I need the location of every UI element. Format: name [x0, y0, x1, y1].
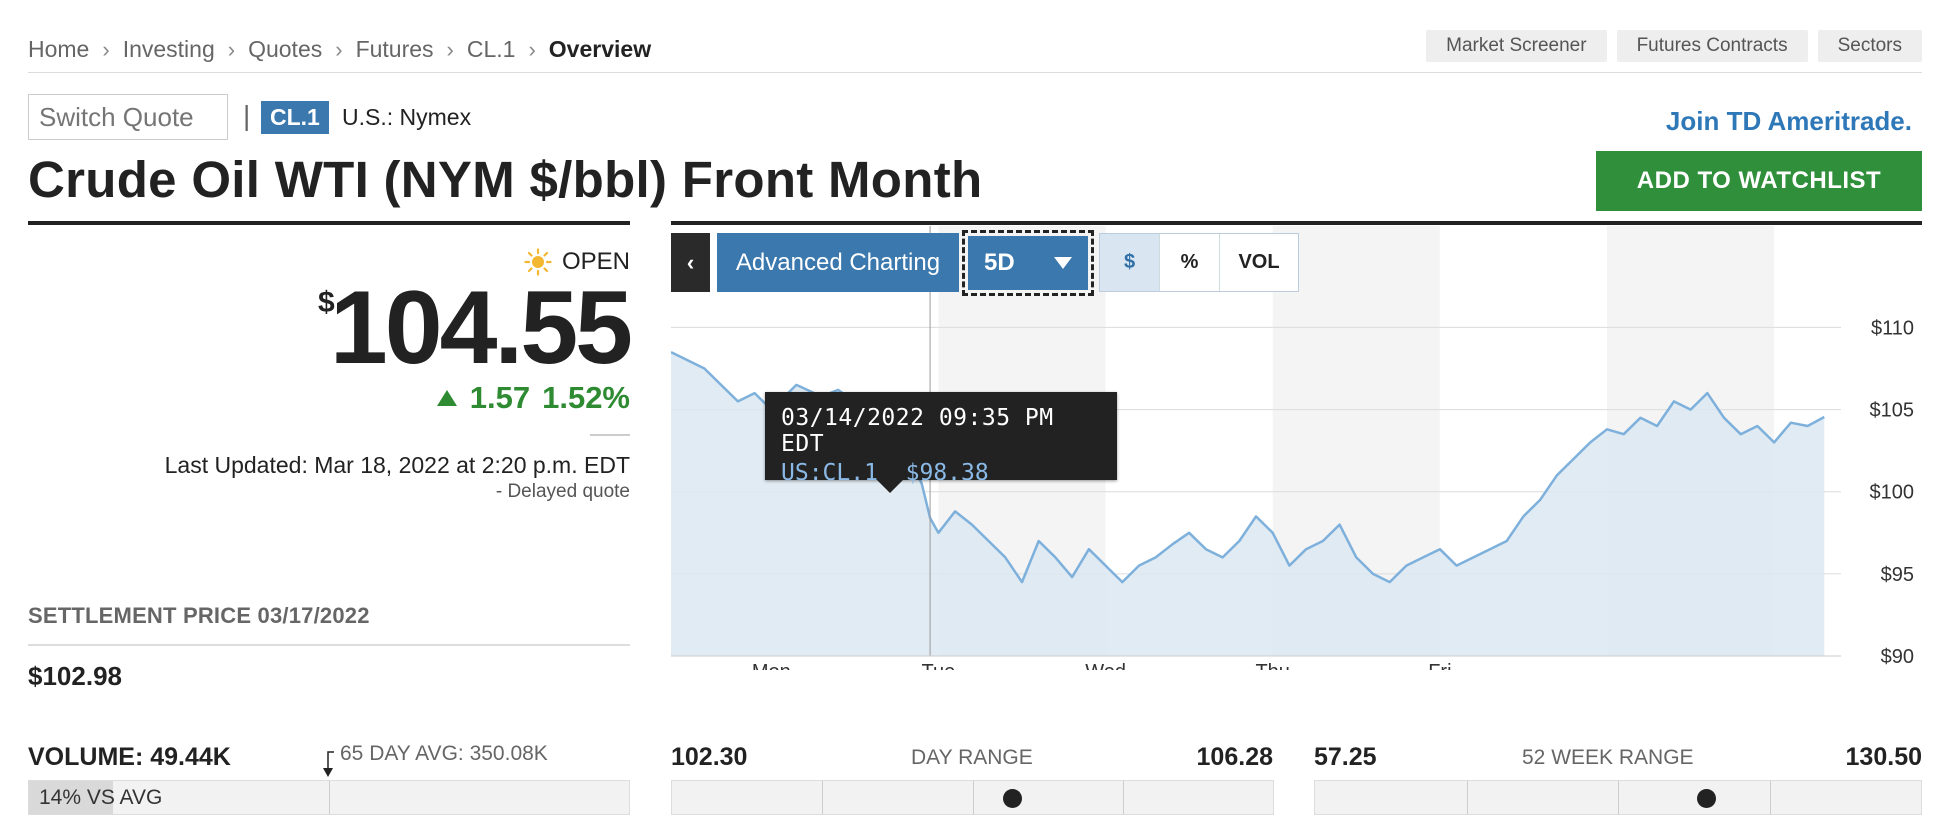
price-change: 1.57 1.52%: [436, 380, 630, 416]
last-updated: Last Updated: Mar 18, 2022 at 2:20 p.m. …: [164, 452, 630, 478]
week52-range-low: 57.25: [1314, 743, 1377, 771]
futures-contracts-link[interactable]: Futures Contracts: [1616, 30, 1808, 62]
chart-back-button[interactable]: ‹: [671, 233, 710, 292]
chevron-right-icon: ›: [335, 36, 343, 62]
tooltip-value: $98.38: [905, 460, 989, 486]
breadcrumb-investing[interactable]: Investing: [122, 36, 215, 62]
page-title: Crude Oil WTI (NYM $/bbl) Front Month: [28, 151, 983, 208]
x-tick-label: Wed: [1085, 661, 1126, 670]
series-area: [671, 352, 1825, 656]
day-range-marker: [1002, 789, 1022, 808]
time-range-select[interactable]: 5D: [962, 230, 1094, 296]
breadcrumb: Home › Investing › Quotes › Futures › CL…: [28, 36, 651, 63]
chart-tooltip: 03/14/2022 09:35 PM EDT US:CL.1 $98.38: [765, 392, 1117, 493]
series-line: [671, 350, 1825, 584]
day-range-high: 106.28: [1196, 743, 1273, 771]
x-tick-label: Mon: [752, 661, 791, 670]
chevron-right-icon: ›: [102, 36, 110, 62]
market-screener-link[interactable]: Market Screener: [1426, 30, 1607, 62]
week52-range-tick: [1618, 781, 1619, 814]
exchange-label: U.S.: Nymex: [342, 104, 472, 130]
day-range-low: 102.30: [671, 743, 748, 771]
week52-range-bar: [1314, 780, 1922, 815]
time-range-value: 5D: [984, 249, 1015, 276]
symbol-badge: CL.1: [261, 101, 329, 134]
td-ameritrade-promo-link[interactable]: Join TD Ameritrade.: [1665, 106, 1912, 136]
breadcrumb-home[interactable]: Home: [28, 36, 90, 62]
settlement-label: SETTLEMENT PRICE 03/17/2022: [28, 603, 370, 628]
tooltip-symbol: US:CL.1: [781, 460, 878, 486]
delayed-quote-note: - Delayed quote: [495, 481, 630, 502]
switch-quote-input[interactable]: [28, 94, 228, 140]
change-percent: 1.52%: [542, 380, 630, 415]
mode-percent-button[interactable]: %: [1160, 234, 1220, 291]
title-rule-right: [671, 221, 1922, 225]
y-tick-label: $110: [1871, 317, 1914, 339]
top-links: Market Screener Futures Contracts Sector…: [1426, 30, 1922, 62]
day-range-bar: [671, 780, 1274, 815]
week52-range-label: 52 WEEK RANGE: [1522, 746, 1694, 769]
x-tick-label: Tue: [922, 661, 956, 670]
breadcrumb-quotes[interactable]: Quotes: [248, 36, 323, 62]
tooltip-pointer: [877, 480, 903, 493]
settlement-value: $102.98: [28, 661, 122, 691]
volume-avg-tick: [329, 781, 330, 814]
day-range-label: DAY RANGE: [911, 746, 1033, 769]
week52-range-tick: [1466, 781, 1468, 814]
day-range-tick: [1122, 781, 1124, 814]
y-tick-label: $95: [1881, 564, 1914, 586]
change-value: 1.57: [469, 380, 531, 415]
add-to-watchlist-button[interactable]: ADD TO WATCHLIST: [1596, 151, 1922, 211]
volume-avg-label: 65 DAY AVG: 350.08K: [340, 742, 548, 765]
header-divider: [28, 72, 1922, 73]
chevron-right-icon: ›: [528, 36, 536, 62]
y-tick-label: $105: [1870, 400, 1915, 422]
divider: |: [243, 100, 251, 131]
week52-range-marker: [1697, 789, 1717, 808]
chevron-left-icon: ‹: [686, 249, 695, 275]
mode-dollar-button[interactable]: $: [1100, 234, 1160, 291]
y-tick-label: $90: [1881, 646, 1914, 668]
volume-bar-fill: [29, 781, 113, 814]
market-status: OPEN: [524, 248, 630, 276]
avg-marker-icon: [323, 751, 334, 777]
tooltip-value-line: US:CL.1 $98.38: [781, 460, 1101, 486]
week52-range-high: 130.50: [1845, 743, 1922, 771]
chart-mode-toggle: $ % VOL: [1099, 233, 1299, 292]
title-rule-left: [28, 221, 630, 225]
last-price: 104.55: [329, 270, 633, 386]
x-tick-label: Fri: [1428, 661, 1451, 670]
settlement-divider: [28, 644, 630, 646]
price-chart[interactable]: $110 $105 $100 $95 $90 Mon Tue Wed Thu Fri: [671, 226, 1922, 670]
breadcrumb-symbol[interactable]: CL.1: [466, 36, 516, 62]
tooltip-datetime: 03/14/2022 09:35 PM EDT: [781, 405, 1054, 457]
chevron-right-icon: ›: [446, 36, 454, 62]
breadcrumb-current: Overview: [548, 36, 652, 62]
volume-bar: 14% VS AVG: [28, 780, 630, 815]
price-divider: [590, 434, 630, 436]
week52-range-tick: [1769, 781, 1771, 814]
sectors-link[interactable]: Sectors: [1817, 30, 1922, 62]
up-arrow-icon: [436, 390, 457, 406]
chevron-right-icon: ›: [227, 36, 236, 62]
volume-vs-avg: 14% VS AVG: [39, 786, 163, 809]
day-range-tick: [972, 781, 974, 814]
advanced-charting-button[interactable]: Advanced Charting: [717, 233, 959, 292]
x-tick-label: Thu: [1255, 661, 1289, 670]
day-range-tick: [822, 781, 824, 814]
volume-label: VOLUME: 49.44K: [28, 743, 231, 771]
breadcrumb-futures[interactable]: Futures: [355, 36, 434, 62]
mode-volume-button[interactable]: VOL: [1220, 234, 1298, 291]
caret-down-icon: [1054, 257, 1072, 269]
market-status-text: OPEN: [561, 248, 630, 275]
price-currency: $: [318, 286, 335, 319]
sun-icon: [524, 248, 552, 276]
y-tick-label: $100: [1870, 482, 1915, 504]
